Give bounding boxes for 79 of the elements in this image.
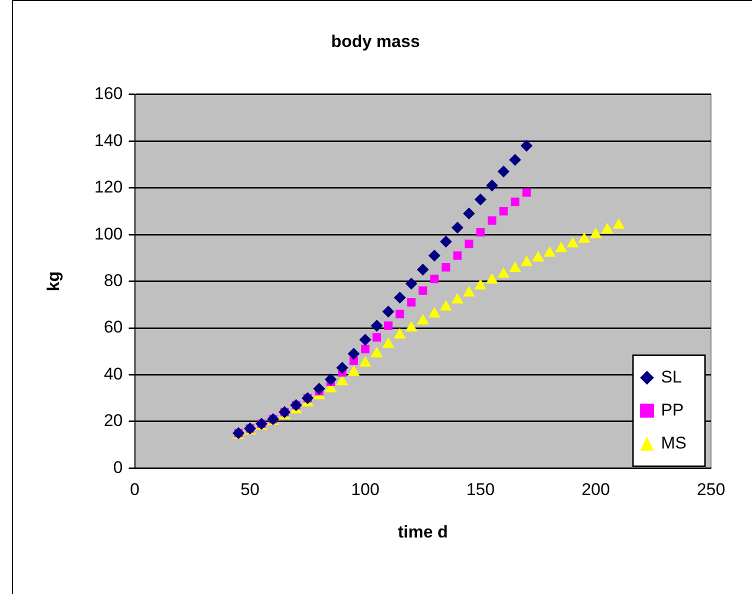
point xyxy=(416,264,429,276)
y-tick-label: 100 xyxy=(94,224,123,244)
point xyxy=(544,246,556,257)
chart-title: body mass xyxy=(331,32,420,51)
point xyxy=(382,337,394,348)
point xyxy=(486,180,498,192)
point xyxy=(498,165,510,178)
point xyxy=(509,154,522,166)
point xyxy=(578,232,590,243)
point xyxy=(394,328,406,339)
point xyxy=(520,140,533,152)
point xyxy=(499,206,508,216)
point xyxy=(428,250,440,262)
point xyxy=(372,333,382,342)
y-tick-label: 120 xyxy=(94,178,123,197)
y-tick-label: 80 xyxy=(104,270,123,290)
point xyxy=(418,286,428,295)
y-tick-label: 140 xyxy=(94,130,123,150)
x-tick-label: 200 xyxy=(582,480,610,500)
point xyxy=(370,346,383,358)
point xyxy=(336,362,348,374)
point xyxy=(486,273,498,284)
point xyxy=(555,242,568,252)
point xyxy=(474,278,487,290)
point xyxy=(510,198,520,206)
point xyxy=(476,228,485,236)
y-axis-title: kg xyxy=(44,271,63,292)
x-tick-label: 0 xyxy=(130,480,140,500)
legend-label: SL xyxy=(661,367,682,386)
point xyxy=(601,222,614,234)
point xyxy=(405,278,418,290)
point xyxy=(440,300,452,310)
y-tick-label: 40 xyxy=(104,364,123,384)
point xyxy=(348,348,360,360)
x-tick-label: 150 xyxy=(466,480,495,500)
point xyxy=(416,314,429,325)
legend-label: PP xyxy=(661,400,684,420)
point xyxy=(370,320,383,332)
y-tick-label: 0 xyxy=(113,458,123,477)
point xyxy=(488,216,496,225)
point xyxy=(430,274,439,284)
point xyxy=(532,250,544,262)
point xyxy=(612,218,625,229)
point xyxy=(405,321,418,332)
point xyxy=(382,306,394,318)
legend-label: MS xyxy=(661,433,686,452)
x-axis-title: time d xyxy=(398,522,448,542)
point xyxy=(462,286,476,296)
point xyxy=(453,251,462,260)
point xyxy=(407,298,416,307)
point xyxy=(348,365,360,376)
x-tick-label: 100 xyxy=(351,480,380,500)
point xyxy=(474,194,487,206)
point xyxy=(522,188,531,197)
point xyxy=(566,236,579,248)
point xyxy=(359,334,372,346)
x-tick-label: 50 xyxy=(240,480,260,500)
y-tick-label: 20 xyxy=(104,411,123,430)
point xyxy=(384,321,393,330)
point xyxy=(324,373,337,386)
point xyxy=(520,256,533,266)
point xyxy=(396,310,404,318)
y-tick-label: 160 xyxy=(94,84,123,104)
point xyxy=(359,356,372,367)
point xyxy=(428,307,440,318)
point xyxy=(590,228,602,238)
point xyxy=(394,292,406,304)
point xyxy=(509,261,522,272)
point xyxy=(440,236,452,248)
point xyxy=(497,267,510,278)
point xyxy=(451,222,464,234)
point xyxy=(361,344,370,354)
point xyxy=(451,292,464,304)
point xyxy=(462,208,475,220)
point xyxy=(464,240,474,248)
point xyxy=(442,263,450,272)
x-tick-label: 250 xyxy=(696,480,726,500)
y-tick-label: 60 xyxy=(104,318,123,337)
point xyxy=(313,382,326,395)
